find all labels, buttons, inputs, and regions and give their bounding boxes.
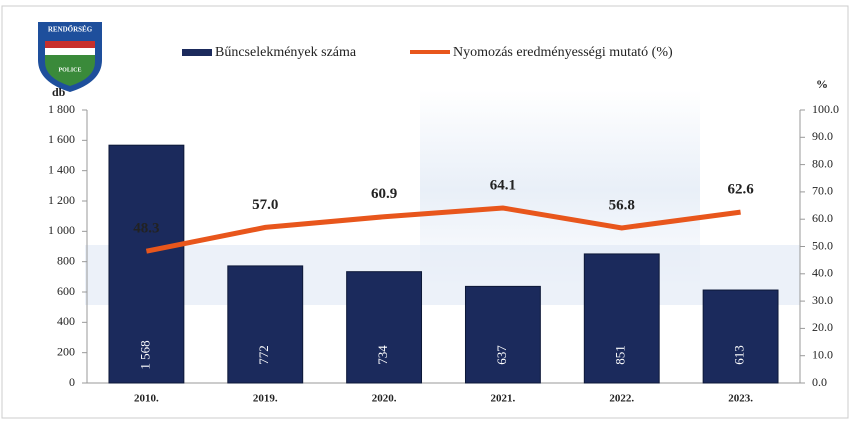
y-tick-label: 600 [57, 284, 75, 298]
y-tick-label: 800 [57, 253, 75, 267]
y2-tick-label: 80.0 [812, 156, 833, 170]
y2-tick-label: 40.0 [812, 266, 833, 280]
x-tick-label: 2019. [253, 393, 278, 405]
background-band [85, 245, 800, 305]
y-tick-label: 1 400 [48, 162, 75, 176]
y2-tick-label: 70.0 [812, 184, 833, 198]
y-tick-label: 1 000 [48, 223, 75, 237]
bar-value-label: 1 568 [137, 340, 152, 369]
legend-label: Nyomozás eredményességi mutató (%) [453, 45, 673, 60]
logo-white [45, 48, 95, 55]
y2-axis-label: % [816, 77, 828, 91]
line-value-label: 48.3 [133, 221, 159, 237]
legend-label: Bűncselekmények száma [215, 45, 357, 60]
logo-top: RENDŐRSÉG [48, 26, 93, 34]
x-tick-label: 2020. [372, 393, 397, 405]
chart: RENDŐRSÉG POLICE db % 0 200 400 600 800 1 000… [0, 0, 851, 422]
y2-tick-label: 20.0 [812, 320, 833, 334]
y-tick-label: 400 [57, 314, 75, 328]
y2-tick-label: 0.0 [812, 375, 827, 389]
x-tick-label: 2022. [609, 393, 634, 405]
line-value-label: 60.9 [371, 186, 397, 202]
bar-value-label: 613 [732, 345, 747, 365]
x-tick-label: 2023. [728, 393, 753, 405]
x-tick-label: 2010. [134, 393, 159, 405]
y2-tick-label: 90.0 [812, 129, 833, 143]
y-tick-label: 1 200 [48, 193, 75, 207]
bar-value-label: 637 [494, 345, 509, 365]
y2-tick-label: 60.0 [812, 211, 833, 225]
bar [347, 272, 422, 383]
bar-value-label: 851 [613, 345, 628, 365]
legend-swatch [182, 49, 212, 56]
y2-tick-label: 50.0 [812, 238, 833, 252]
logo-red [45, 41, 95, 48]
y2-tick-label: 30.0 [812, 293, 833, 307]
y-axis-label: db [52, 85, 66, 99]
bar-value-label: 734 [375, 345, 390, 365]
logo-bottom: POLICE [58, 67, 81, 73]
x-tick-label: 2021. [491, 393, 516, 405]
y2-tick-label: 100.0 [812, 102, 839, 116]
line-value-label: 56.8 [609, 197, 635, 213]
y-tick-label: 1 600 [48, 132, 75, 146]
line-value-label: 64.1 [490, 177, 516, 193]
y2-tick-label: 10.0 [812, 347, 833, 361]
y-tick-label: 1 800 [48, 102, 75, 116]
y-tick-label: 200 [57, 344, 75, 358]
bar-value-label: 772 [256, 345, 271, 365]
bar [465, 286, 540, 383]
bar [703, 290, 778, 383]
y-tick-label: 0 [69, 375, 75, 389]
line-value-label: 62.6 [727, 182, 754, 198]
line-value-label: 57.0 [252, 197, 278, 213]
